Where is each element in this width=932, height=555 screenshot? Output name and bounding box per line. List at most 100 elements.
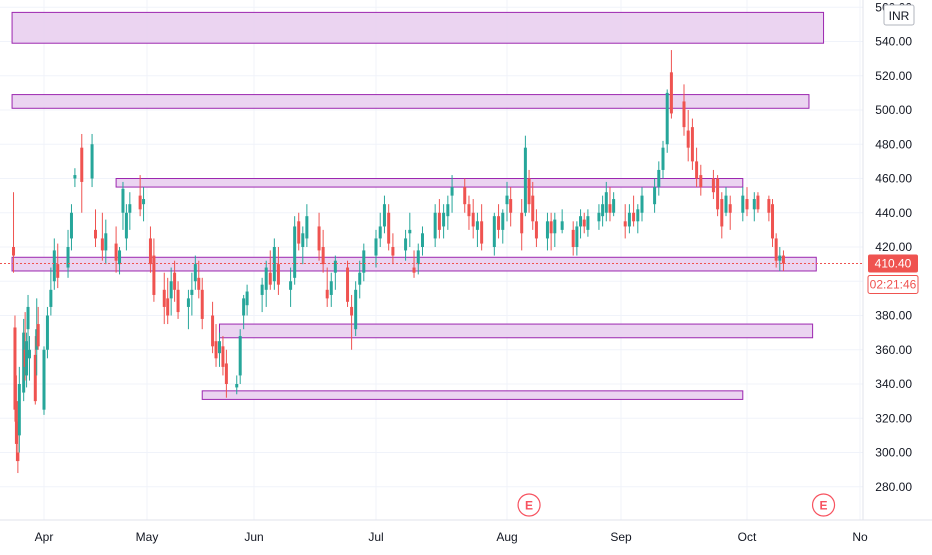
candle-down[interactable] [728,195,732,230]
candle-down[interactable] [387,204,391,251]
candle-down[interactable] [527,169,531,213]
candle-down[interactable] [200,277,204,330]
candle-down[interactable] [711,169,715,200]
currency-badge[interactable]: INR [883,4,915,26]
candle-down[interactable] [699,164,703,196]
candle-up[interactable] [450,175,454,213]
candle-up[interactable] [724,187,728,217]
candle-down[interactable] [520,199,524,251]
candle-down[interactable] [771,199,775,247]
candle-down[interactable] [695,147,699,188]
candle-up[interactable] [661,140,665,179]
candle-up[interactable] [657,161,661,196]
support-resistance-zones[interactable] [11,11,825,400]
candle-up[interactable] [408,212,412,247]
candle-down[interactable] [297,212,301,251]
candle-up[interactable] [235,375,239,395]
candle-down[interactable] [152,238,156,302]
candle-up[interactable] [505,181,509,222]
candle-up[interactable] [329,272,333,307]
candle-down[interactable] [497,204,501,239]
candle-down[interactable] [531,181,535,230]
candle-down[interactable] [720,192,724,239]
candle-up[interactable] [358,260,362,299]
candle-up[interactable] [778,247,782,271]
candle-up[interactable] [640,187,644,222]
candle-down[interactable] [36,306,40,350]
candle-down[interactable] [682,84,686,136]
candle-up[interactable] [264,260,268,307]
candle-down[interactable] [686,110,690,162]
candle-up[interactable] [69,204,73,251]
candle-down[interactable] [214,324,218,367]
candle-up[interactable] [293,216,297,285]
candle-up[interactable] [128,192,132,230]
candle-down[interactable] [224,349,228,398]
candle-up[interactable] [752,192,756,222]
candle-down[interactable] [690,118,694,170]
candle-down[interactable] [767,195,771,222]
candle-up[interactable] [124,204,128,251]
time-scale[interactable]: Apr May Jun Jul Aug Sep Oct No [35,530,868,544]
candle-up[interactable] [17,366,21,453]
zone-rectangle[interactable] [201,390,744,400]
candle-down[interactable] [276,247,280,295]
candle-up[interactable] [121,181,125,230]
candle-up[interactable] [66,229,70,278]
candle-down[interactable] [138,175,142,217]
candle-up[interactable] [601,195,605,227]
candle-down[interactable] [268,250,272,290]
candle-up[interactable] [26,294,30,350]
candle-down[interactable] [197,260,201,299]
candle-up[interactable] [523,135,527,217]
candle-up[interactable] [186,289,190,330]
candle-up[interactable] [604,181,608,222]
candle-down[interactable] [94,209,97,247]
candle-up[interactable] [433,204,437,247]
candle-down[interactable] [437,199,441,239]
candle-down[interactable] [471,199,475,239]
candle-up[interactable] [217,332,221,367]
candle-down[interactable] [325,267,329,307]
candle-up[interactable] [354,281,358,337]
candle-up[interactable] [73,168,77,188]
candle-up[interactable] [190,272,194,316]
candle-up[interactable] [545,212,549,251]
candle-down[interactable] [632,195,636,227]
candle-up[interactable] [420,226,424,256]
candles[interactable] [12,50,785,474]
candle-up[interactable] [612,192,616,217]
candle-up[interactable] [404,229,408,261]
candle-down[interactable] [350,294,354,350]
candle-up[interactable] [741,187,745,222]
candle-up[interactable] [653,178,657,213]
candle-down[interactable] [166,277,170,325]
candle-down[interactable] [56,243,60,289]
candle-up[interactable] [575,221,579,256]
candle-up[interactable] [260,277,264,313]
candle-down[interactable] [608,187,612,222]
candle-down[interactable] [774,233,778,268]
candle-up[interactable] [52,238,56,290]
zone-rectangle[interactable] [11,94,810,109]
candle-down[interactable] [745,187,749,217]
candle-down[interactable] [509,187,513,227]
candle-down[interactable] [211,301,215,354]
candle-up[interactable] [118,247,122,275]
candle-up[interactable] [597,204,601,230]
candle-down[interactable] [549,212,553,251]
candle-up[interactable] [378,212,382,247]
price-scale[interactable]: 280.00300.00320.00340.00360.00380.00400.… [875,0,912,494]
earnings-marker[interactable]: E [517,493,541,517]
candle-up[interactable] [627,204,631,234]
candle-up[interactable] [238,329,242,384]
candle-up[interactable] [665,89,669,153]
candle-up[interactable] [42,346,46,415]
candle-up[interactable] [25,332,29,388]
candle-down[interactable] [346,260,350,307]
candle-down[interactable] [317,212,321,261]
candle-down[interactable] [716,175,720,217]
candle-down[interactable] [176,281,180,319]
